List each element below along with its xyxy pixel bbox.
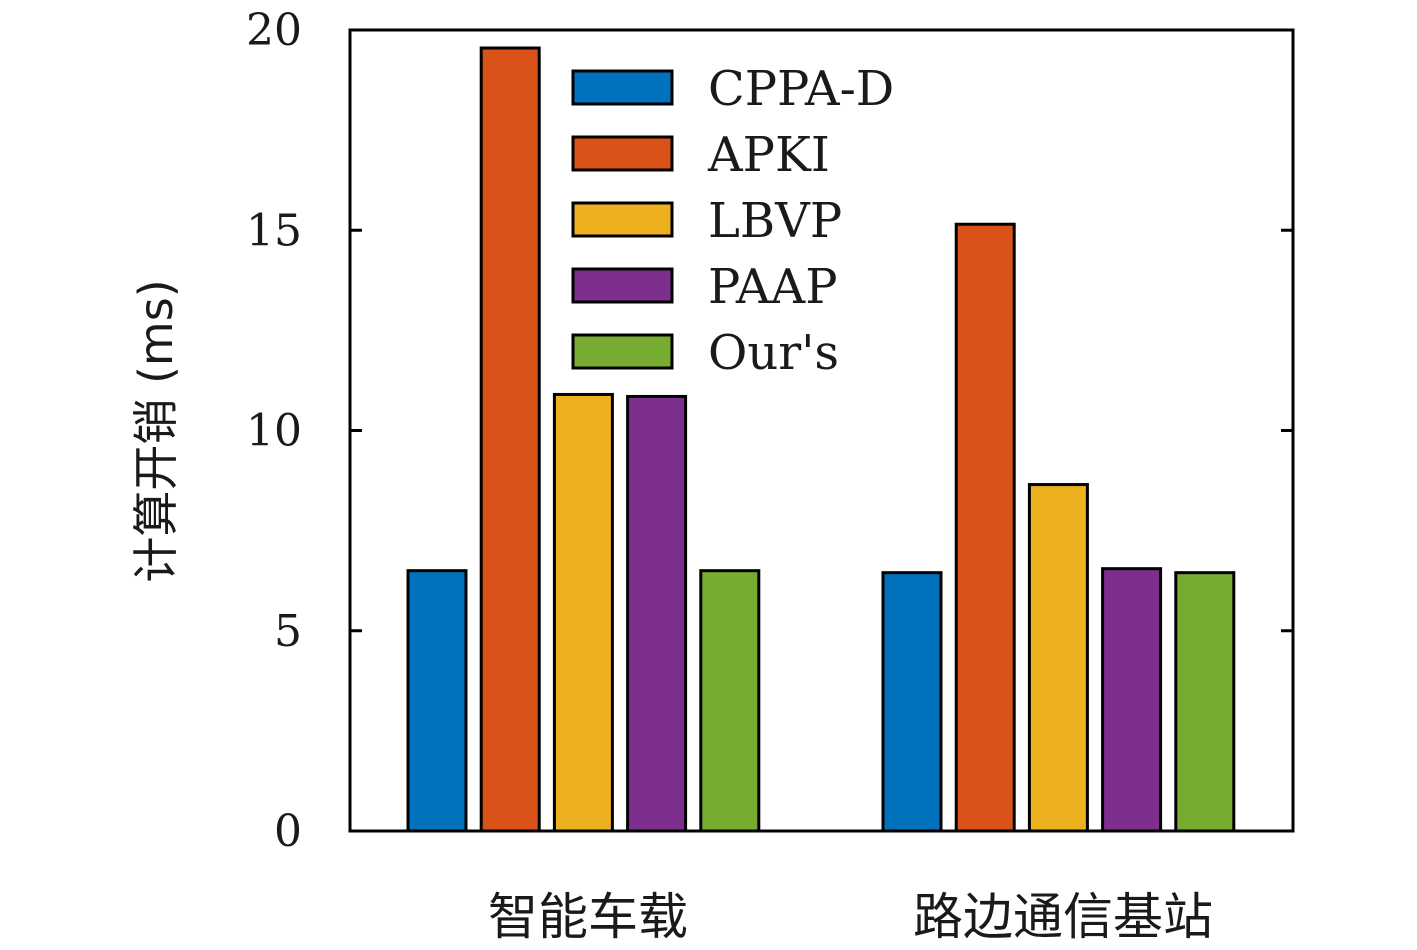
axis-ticks: [350, 228, 1293, 633]
legend-label: LBVP: [708, 193, 842, 249]
bar-apki-1: [954, 222, 1016, 833]
bar-paap-0: [626, 394, 688, 833]
x-category-label: 路边通信基站: [913, 888, 1213, 946]
y-tick-label: 15: [246, 205, 302, 256]
legend-label: APKI: [707, 127, 830, 183]
bar-cppa-d-1: [881, 571, 943, 833]
y-tick-label: 0: [274, 806, 302, 857]
bar-apki-0: [479, 46, 541, 833]
legend-swatch: [571, 135, 674, 172]
legend-label: PAAP: [708, 259, 838, 315]
bars-layer: [406, 46, 1236, 833]
legend-swatch: [571, 69, 674, 106]
y-axis-title: 计算开销 (ms): [129, 279, 183, 582]
axis-labels: 0 5 10 15 20 智能车载 路边通信基站: [246, 5, 1213, 946]
legend-swatch: [571, 333, 674, 370]
bar-paap-1: [1101, 567, 1163, 833]
bar-lbvp-0: [552, 392, 614, 833]
bar-our-s-0: [699, 569, 761, 833]
y-tick-label: 5: [274, 606, 302, 657]
bar-lbvp-1: [1027, 483, 1089, 833]
legend-label: Our's: [708, 325, 839, 381]
plot-frame: [348, 28, 1295, 833]
y-tick-label: 20: [246, 5, 302, 56]
legend: CPPA-D APKI LBVP PAAP Our's: [571, 61, 894, 381]
legend-swatch: [571, 267, 674, 304]
y-tick-label: 10: [246, 406, 302, 457]
x-category-label: 智能车载: [488, 888, 688, 946]
legend-label: CPPA-D: [708, 61, 894, 117]
legend-swatch: [571, 201, 674, 238]
bar-our-s-1: [1174, 571, 1236, 833]
bar-cppa-d-0: [406, 569, 468, 833]
